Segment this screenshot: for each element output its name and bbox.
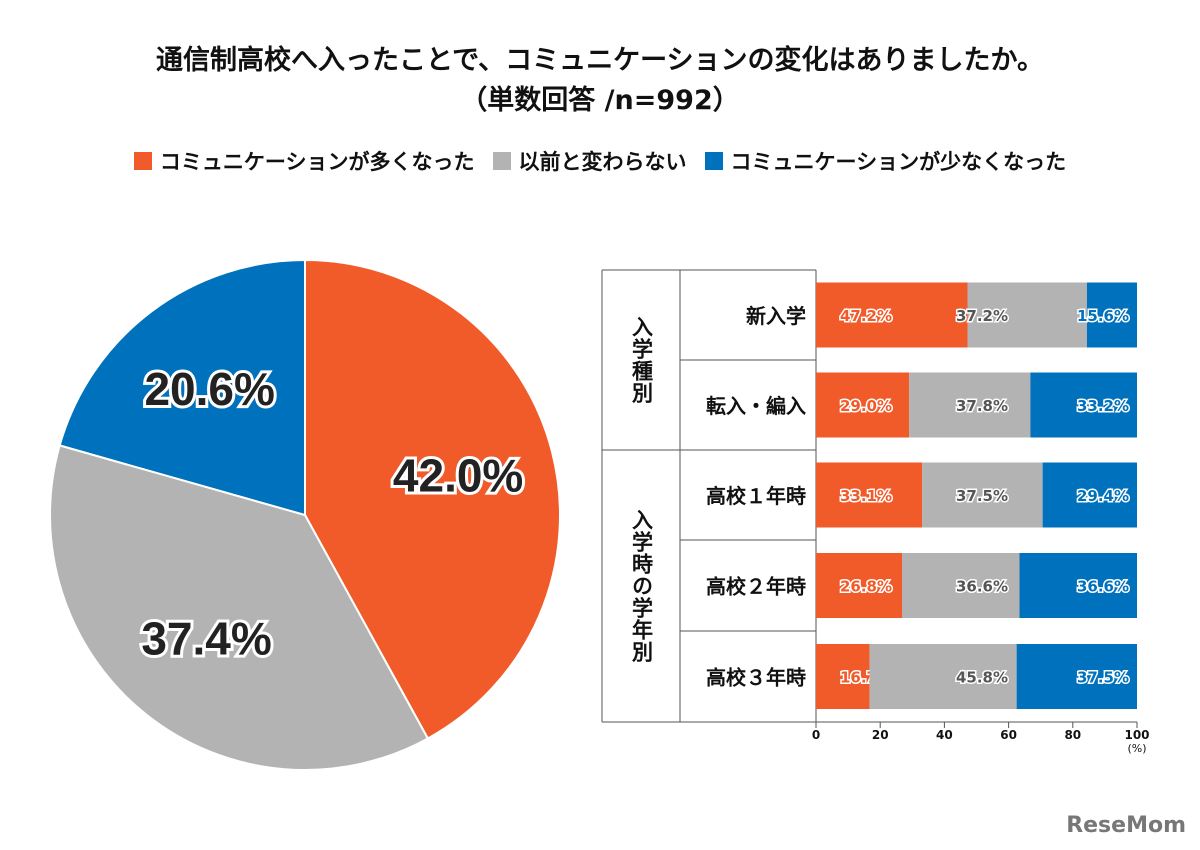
x-unit-label: (%) xyxy=(1127,742,1146,755)
legend-item-more: コミュニケーションが多くなった xyxy=(133,146,475,176)
bar-value-label: 37.8% xyxy=(956,397,1008,415)
bar-segment xyxy=(922,462,1043,528)
pie-slice xyxy=(49,444,430,771)
x-tick-label: 40 xyxy=(936,728,953,742)
pie-label: 20.6% xyxy=(144,363,274,415)
legend-label: 以前と変わらない xyxy=(518,150,687,174)
bar-value-label: 29.0% xyxy=(840,397,892,415)
bar-segment xyxy=(869,644,1017,709)
bar-segment xyxy=(816,372,910,438)
bar-segment xyxy=(1016,644,1137,709)
category-label: 高校１年時 xyxy=(706,484,806,508)
group-label-admission-type: 入学種別 xyxy=(602,270,680,450)
bar-value-label: 37.2% xyxy=(956,307,1008,325)
bar-value-label: 33.1% xyxy=(840,487,892,505)
bar-value-label: 36.6% xyxy=(956,578,1008,596)
x-tick-label: 80 xyxy=(1064,728,1081,742)
bar-value-label: 37.5% xyxy=(1077,669,1129,687)
legend-label: コミュニケーションが少なくなった xyxy=(730,150,1067,174)
legend-item-same: 以前と変わらない xyxy=(492,146,687,176)
bar-value-label: 33.2% xyxy=(1077,397,1129,415)
bar-segment xyxy=(1019,553,1137,618)
bar-value-label: 29.4% xyxy=(1077,487,1129,505)
bar-segment xyxy=(816,282,968,348)
bar-value-label: 15.6% xyxy=(1077,307,1129,325)
pie-label: 42.0% xyxy=(393,450,523,502)
bar-segment xyxy=(816,553,903,618)
group-label-grade: 入学時の学年別 xyxy=(602,450,680,722)
bar-segment xyxy=(967,282,1087,348)
bar-segment xyxy=(909,372,1031,438)
bar-value-label: 37.5% xyxy=(956,487,1008,505)
category-label: 転入・編入 xyxy=(706,394,806,418)
resemom-logo: ReseMom xyxy=(1066,813,1186,838)
bar-segment xyxy=(902,553,1020,618)
group-label-text: 入学時の学年別 xyxy=(629,509,654,663)
x-tick-label: 20 xyxy=(872,728,889,742)
bar-segment xyxy=(1086,282,1137,348)
chart-title: 通信制高校へ入ったことで、コミュニケーションの変化はありましたか。 xyxy=(155,45,1045,76)
bar-value-label: 47.2% xyxy=(840,307,892,325)
bar-value-label: 36.6% xyxy=(1077,578,1129,596)
legend-item-less: コミュニケーションが少なくなった xyxy=(704,146,1067,176)
bar-value-label: 45.8% xyxy=(956,669,1008,687)
bar-segment xyxy=(1042,462,1137,528)
chart-subtitle: （単数回答 /n=992） xyxy=(460,85,740,116)
legend-label: コミュニケーションが多くなった xyxy=(159,150,475,174)
category-label: 高校３年時 xyxy=(706,666,806,690)
pie-label: 37.4% xyxy=(141,613,271,665)
category-label: 高校２年時 xyxy=(706,575,806,599)
pie-slice xyxy=(58,258,306,517)
pie-slice xyxy=(304,258,561,740)
bar-segment xyxy=(1030,372,1137,438)
bar-value-label: 26.8% xyxy=(840,578,892,596)
category-label: 新入学 xyxy=(746,304,806,328)
x-tick-label: 60 xyxy=(1000,728,1017,742)
legend-swatch xyxy=(133,152,152,170)
legend-swatch xyxy=(492,152,511,170)
bar-segment xyxy=(816,644,870,709)
x-tick-label: 0 xyxy=(812,728,820,742)
group-label-text: 入学種別 xyxy=(629,316,654,404)
legend-swatch xyxy=(704,152,723,170)
x-tick-label: 100 xyxy=(1124,728,1149,742)
legend: コミュニケーションが多くなった 以前と変わらない コミュニケーションが少なくなっ… xyxy=(0,146,1200,176)
bar-segment xyxy=(816,462,923,528)
